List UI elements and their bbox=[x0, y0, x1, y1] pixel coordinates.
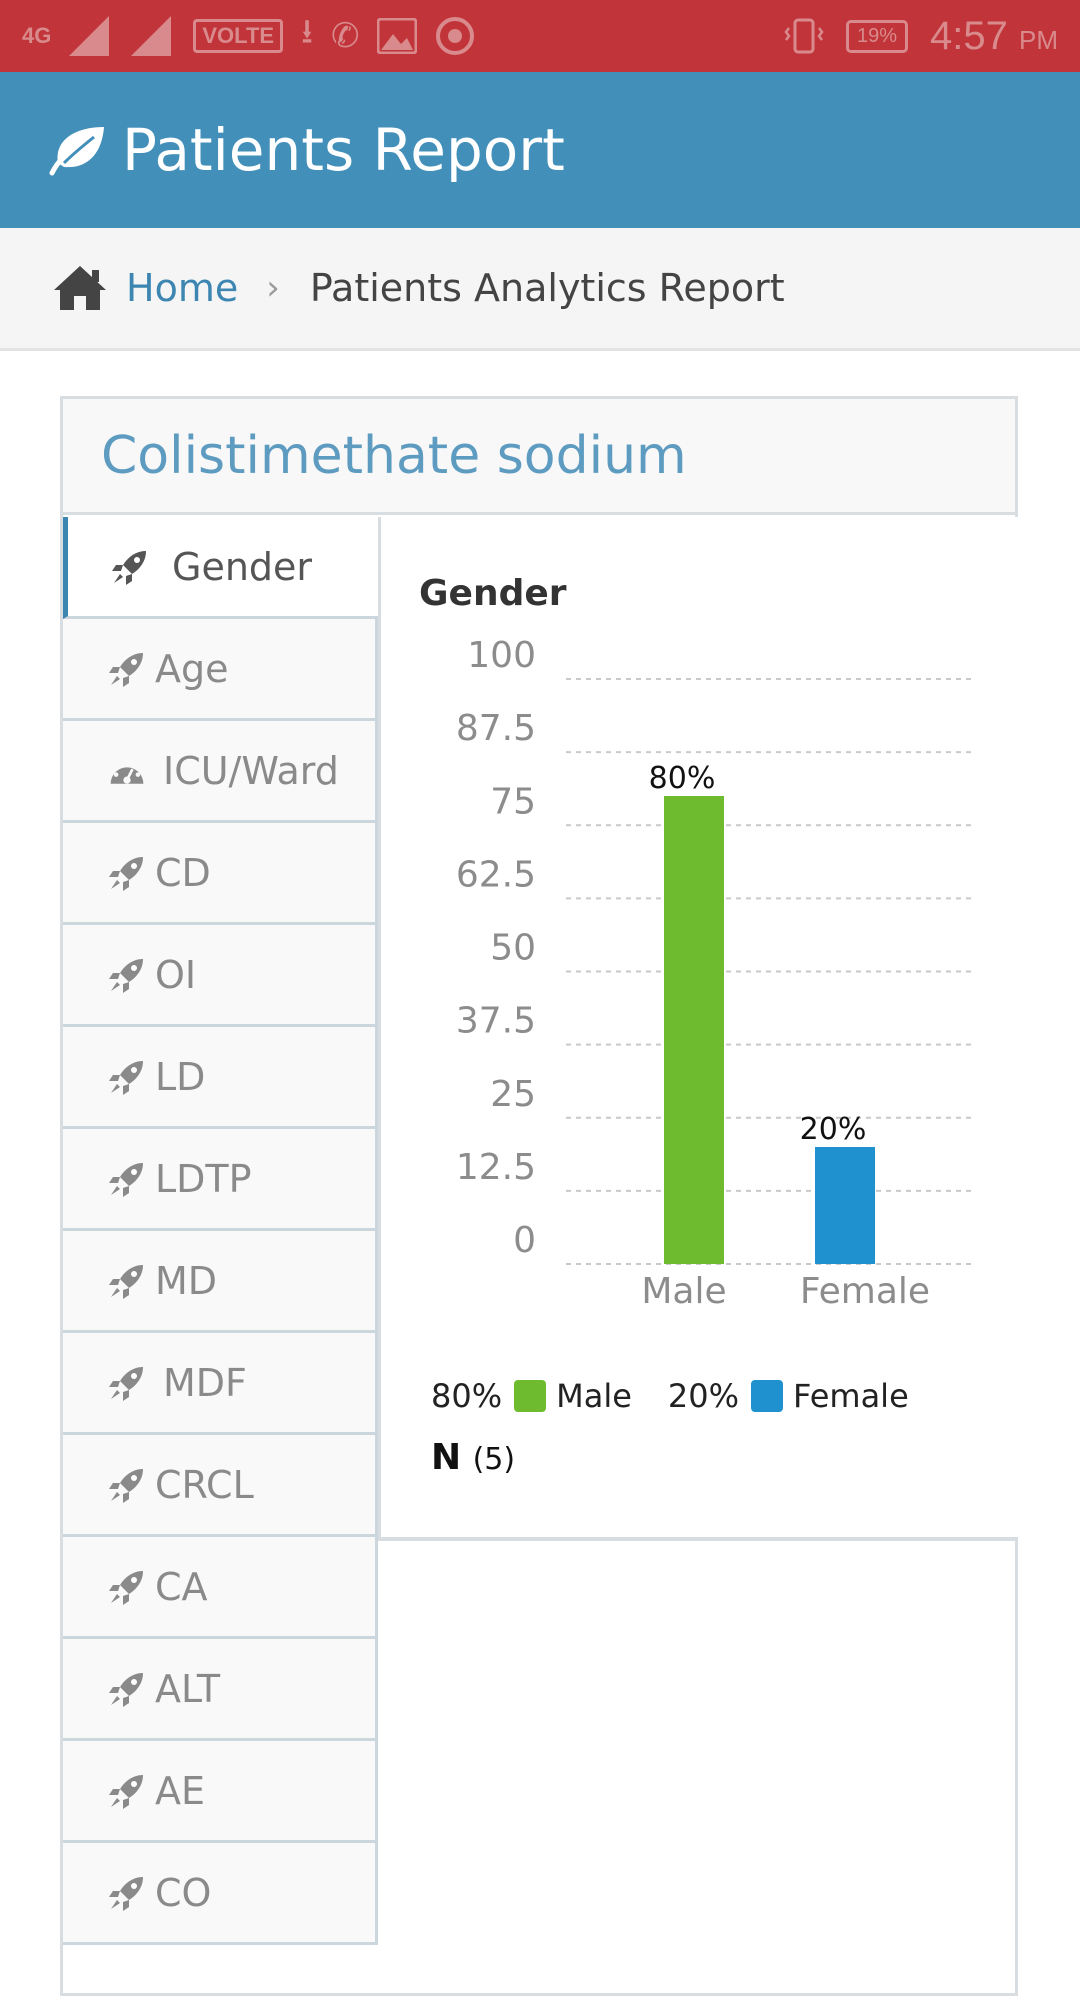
tab-ca[interactable]: CA bbox=[63, 1537, 378, 1639]
tab-label: Age bbox=[155, 646, 229, 691]
x-tick-label: Female bbox=[800, 1271, 930, 1312]
gender-chart: Gender 0 12.5 25 37.5 50 62.5 75 87.5 100 80% Male 2… bbox=[419, 573, 971, 1312]
rocket-icon bbox=[109, 1264, 143, 1299]
data-label: 80% bbox=[649, 761, 716, 796]
chart-content: Gender 0 12.5 25 37.5 50 62.5 75 87.5 100 80% Male 2… bbox=[378, 517, 1018, 1541]
tab-label: OI bbox=[155, 952, 197, 997]
y-tick-label: 0 bbox=[513, 1220, 536, 1261]
legend-swatch bbox=[751, 1380, 784, 1412]
app-title: Patients Report bbox=[122, 116, 565, 184]
panel-heading: Colistimethate sodium bbox=[63, 399, 1015, 515]
app-bar: Patients Report bbox=[0, 72, 1080, 228]
tab-icu-ward[interactable]: ICU/Ward bbox=[63, 721, 378, 823]
tab-oi[interactable]: OI bbox=[63, 925, 378, 1027]
rocket-icon bbox=[109, 1468, 143, 1503]
legend-name: Male bbox=[556, 1377, 632, 1415]
y-tick-label: 100 bbox=[467, 635, 536, 676]
legend-percent: 20% bbox=[667, 1377, 740, 1415]
rocket-icon bbox=[109, 958, 143, 993]
data-label: 20% bbox=[800, 1112, 867, 1147]
tab-label: MD bbox=[155, 1258, 218, 1303]
y-tick-label: 12.5 bbox=[456, 1147, 536, 1188]
rocket-icon bbox=[109, 1162, 143, 1197]
tab-ae[interactable]: AE bbox=[63, 1741, 378, 1843]
breadcrumb-home-link[interactable]: Home bbox=[126, 266, 239, 310]
bar-female bbox=[815, 1147, 875, 1264]
signal-icon bbox=[131, 16, 172, 56]
bar-male bbox=[664, 796, 724, 1264]
tab-ldtp[interactable]: LDTP bbox=[63, 1129, 378, 1231]
rocket-icon bbox=[109, 856, 143, 891]
breadcrumb-separator: › bbox=[266, 268, 280, 308]
tab-md[interactable]: MD bbox=[63, 1231, 378, 1333]
chrome-icon bbox=[436, 17, 475, 55]
chart-legend: 80% Male 20% Female bbox=[431, 1377, 909, 1415]
panel-title: Colistimethate sodium bbox=[101, 425, 687, 486]
rocket-icon bbox=[109, 652, 143, 687]
sample-size: N (5) bbox=[431, 1437, 515, 1478]
rocket-icon bbox=[112, 550, 146, 585]
leaf-icon bbox=[49, 127, 104, 176]
tab-cd[interactable]: CD bbox=[63, 823, 378, 925]
tab-label: CA bbox=[155, 1564, 208, 1609]
y-tick-label: 62.5 bbox=[456, 854, 536, 895]
y-tick-label: 75 bbox=[490, 781, 536, 822]
n-value: (5) bbox=[472, 1442, 516, 1477]
tab-co[interactable]: CO bbox=[63, 1843, 378, 1945]
tab-mdf[interactable]: MDF bbox=[63, 1333, 378, 1435]
gauge-icon bbox=[110, 759, 144, 784]
legend-swatch bbox=[514, 1380, 547, 1412]
tab-alt[interactable]: ALT bbox=[63, 1639, 378, 1741]
home-icon[interactable] bbox=[52, 264, 108, 312]
clock: 4:57 PM bbox=[930, 13, 1058, 58]
y-tick-label: 50 bbox=[490, 928, 536, 969]
tab-ld[interactable]: LD bbox=[63, 1027, 378, 1129]
volte-badge: VOLTE bbox=[193, 19, 284, 53]
n-label: N bbox=[431, 1437, 462, 1478]
rocket-icon bbox=[109, 1366, 143, 1401]
tab-label: ICU/Ward bbox=[163, 748, 339, 793]
signal-icon bbox=[69, 16, 110, 56]
status-bar: 4G VOLTE ⭳ ✆ 19% 4:57 PM bbox=[0, 0, 1080, 72]
tab-label: LDTP bbox=[155, 1156, 252, 1201]
tab-label: CD bbox=[155, 850, 211, 895]
rocket-icon bbox=[109, 1060, 143, 1095]
tab-label: MDF bbox=[163, 1360, 247, 1405]
tab-label: Gender bbox=[172, 544, 313, 589]
rocket-icon bbox=[109, 1570, 143, 1605]
legend-name: Female bbox=[793, 1377, 909, 1415]
battery-icon: 19% bbox=[845, 19, 909, 53]
tab-label: CRCL bbox=[155, 1462, 254, 1507]
tab-label: ALT bbox=[155, 1666, 221, 1711]
breadcrumb: Home › Patients Analytics Report bbox=[0, 228, 1080, 351]
tab-age[interactable]: Age bbox=[63, 619, 378, 721]
y-tick-label: 37.5 bbox=[456, 1001, 536, 1042]
download-icon: ⭳ bbox=[301, 12, 313, 51]
network-type: 4G bbox=[22, 23, 52, 48]
chart-title: Gender bbox=[419, 573, 567, 614]
image-icon bbox=[377, 18, 418, 54]
rocket-icon bbox=[109, 1876, 143, 1911]
vibrate-icon bbox=[784, 18, 824, 54]
tab-list: Gender Age ICU/Ward CD OI LD LDTP MD MDF CRCL CA AL… bbox=[63, 517, 378, 1945]
y-tick-label: 87.5 bbox=[456, 708, 536, 749]
tab-gender[interactable]: Gender bbox=[63, 517, 378, 619]
missed-call-icon: ✆ bbox=[330, 17, 360, 55]
breadcrumb-current: Patients Analytics Report bbox=[309, 266, 785, 310]
tab-crcl[interactable]: CRCL bbox=[63, 1435, 378, 1537]
report-panel: Colistimethate sodium Gender Age ICU/Ward C… bbox=[60, 396, 1018, 1996]
tab-label: LD bbox=[155, 1054, 206, 1099]
tab-label: CO bbox=[155, 1870, 212, 1915]
legend-percent: 80% bbox=[431, 1377, 503, 1415]
rocket-icon bbox=[109, 1672, 143, 1707]
y-tick-label: 25 bbox=[490, 1074, 536, 1115]
x-tick-label: Male bbox=[641, 1271, 726, 1312]
rocket-icon bbox=[109, 1774, 143, 1809]
tab-label: AE bbox=[155, 1768, 206, 1813]
